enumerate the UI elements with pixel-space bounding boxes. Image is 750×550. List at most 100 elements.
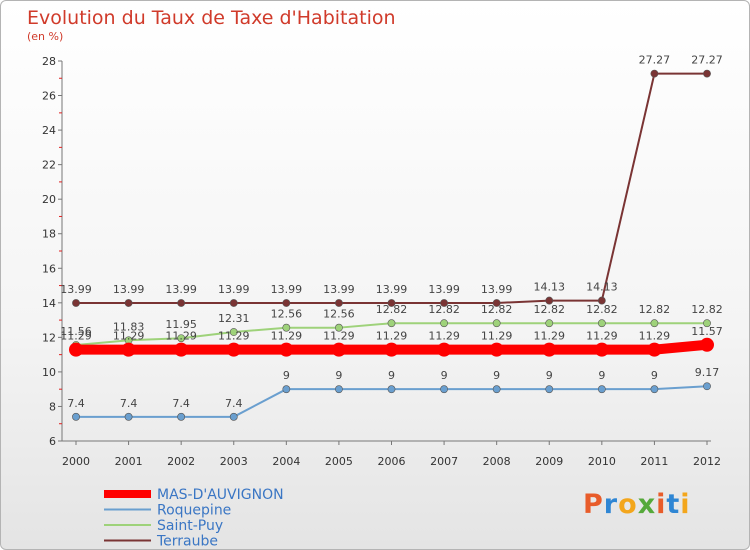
series-point-2 <box>387 319 396 328</box>
data-label-3: 13.99 <box>60 283 92 296</box>
series-point-1 <box>229 412 238 421</box>
data-label-3: 13.99 <box>376 283 408 296</box>
series-point-3 <box>177 299 186 307</box>
y-tick-label: 24 <box>42 124 56 137</box>
series-point-3 <box>650 69 659 78</box>
data-label-0: 11.29 <box>639 330 671 343</box>
series-point-1 <box>335 385 343 394</box>
data-label-1: 7.4 <box>172 397 190 410</box>
series-point-3 <box>387 299 396 307</box>
series-point-3 <box>703 69 711 78</box>
series-point-3 <box>440 299 448 307</box>
data-label-2: 12.82 <box>586 303 618 316</box>
y-tick-label: 18 <box>42 228 56 241</box>
y-tick-label: 8 <box>49 400 56 413</box>
series-point-2 <box>229 328 238 336</box>
series-point-0 <box>489 342 504 357</box>
data-label-3: 13.99 <box>428 283 460 296</box>
x-tick-label: 2005 <box>325 455 353 468</box>
chart-subtitle: (en %) <box>27 30 64 43</box>
data-label-0: 11.29 <box>428 330 460 343</box>
series-point-1 <box>703 382 711 391</box>
data-label-2: 12.31 <box>218 312 250 325</box>
series-point-1 <box>545 385 554 394</box>
legend-label-1: Roquepine <box>157 503 231 519</box>
series-point-3 <box>545 296 554 305</box>
data-label-2: 11.83 <box>113 320 145 333</box>
series-point-1 <box>440 385 448 394</box>
series-point-0 <box>331 342 346 357</box>
series-point-3 <box>282 299 291 307</box>
x-tick-label: 2000 <box>62 455 90 468</box>
data-label-2: 11.95 <box>165 318 197 331</box>
data-label-0: 11.29 <box>481 330 513 343</box>
x-tick-label: 2001 <box>115 455 143 468</box>
data-label-0: 11.29 <box>586 330 618 343</box>
series-point-3 <box>597 296 606 305</box>
series-point-1 <box>177 412 186 421</box>
data-label-3: 13.99 <box>271 283 303 296</box>
data-label-1: 7.4 <box>120 397 138 410</box>
x-tick-label: 2010 <box>588 455 616 468</box>
data-label-2: 12.82 <box>639 303 671 316</box>
series-point-0 <box>121 342 136 357</box>
data-label-1: 7.4 <box>67 397 85 410</box>
data-label-1: 9 <box>335 369 342 382</box>
series-point-2 <box>177 334 186 343</box>
data-label-3: 14.13 <box>586 281 618 294</box>
chart-title: Evolution du Taux de Taxe d'Habitation <box>27 7 396 29</box>
x-tick-label: 2002 <box>167 455 195 468</box>
x-tick-label: 2012 <box>693 455 721 468</box>
data-label-3: 14.13 <box>534 281 566 294</box>
data-label-2: 12.82 <box>428 303 460 316</box>
data-label-1: 9.17 <box>695 366 720 379</box>
data-label-0: 11.29 <box>218 330 250 343</box>
data-label-1: 7.4 <box>225 397 243 410</box>
y-tick-label: 12 <box>42 331 56 344</box>
x-tick-label: 2011 <box>640 455 668 468</box>
x-tick-label: 2009 <box>535 455 563 468</box>
y-tick-label: 20 <box>42 193 56 206</box>
x-tick-label: 2007 <box>430 455 458 468</box>
series-point-3 <box>229 299 238 307</box>
series-point-1 <box>650 385 659 394</box>
series-point-2 <box>650 319 659 328</box>
series-point-2 <box>703 319 711 328</box>
series-point-2 <box>545 319 554 328</box>
data-label-2: 12.56 <box>271 308 303 321</box>
series-point-0 <box>700 337 714 352</box>
series-point-0 <box>174 342 189 357</box>
series-point-2 <box>597 319 606 328</box>
data-label-0: 11.29 <box>376 330 408 343</box>
series-point-3 <box>124 299 133 307</box>
y-tick-label: 16 <box>42 262 56 275</box>
y-tick-label: 6 <box>49 435 56 448</box>
series-point-2 <box>335 323 343 332</box>
series-point-0 <box>279 342 294 357</box>
data-label-0: 11.29 <box>113 330 145 343</box>
series-point-0 <box>594 342 609 357</box>
series-point-3 <box>492 299 501 307</box>
data-label-3: 13.99 <box>323 283 355 296</box>
series-point-0 <box>226 342 241 357</box>
y-tick-label: 14 <box>42 297 56 310</box>
data-label-1: 9 <box>283 369 290 382</box>
data-label-0: 11.57 <box>691 325 723 338</box>
series-point-2 <box>492 319 501 328</box>
series-point-0 <box>647 342 662 357</box>
series-point-0 <box>384 342 399 357</box>
legend-label-2: Saint-Puy <box>157 518 223 534</box>
series-point-3 <box>72 299 80 307</box>
data-label-3: 13.99 <box>165 283 197 296</box>
x-tick-label: 2003 <box>220 455 248 468</box>
series-point-0 <box>437 342 452 357</box>
data-label-2: 11.56 <box>60 325 92 338</box>
data-label-2: 12.82 <box>376 303 408 316</box>
series-point-3 <box>335 299 343 307</box>
data-label-0: 11.29 <box>165 330 197 343</box>
series-point-1 <box>387 385 396 394</box>
series-point-1 <box>124 412 133 421</box>
series-point-1 <box>597 385 606 394</box>
x-tick-label: 2006 <box>378 455 406 468</box>
